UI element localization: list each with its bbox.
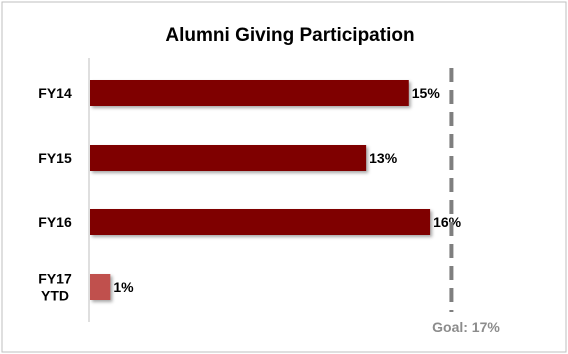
category-label-0: FY14 bbox=[38, 85, 72, 101]
data-label-1: 13% bbox=[369, 150, 398, 166]
category-label-2: FY16 bbox=[38, 214, 72, 230]
data-label-0: 15% bbox=[412, 85, 441, 101]
category-label-3-line-1: YTD bbox=[41, 288, 69, 304]
chart-title: Alumni Giving Participation bbox=[165, 25, 414, 46]
category-label-1: FY15 bbox=[38, 150, 72, 166]
bar-1 bbox=[90, 145, 367, 171]
bar-0 bbox=[90, 80, 409, 106]
data-label-3: 1% bbox=[113, 279, 134, 295]
category-label-3-line-0: FY17 bbox=[38, 271, 72, 287]
goal-label: Goal: 17% bbox=[432, 319, 500, 335]
bar-3 bbox=[90, 274, 111, 300]
data-label-2: 16% bbox=[433, 214, 462, 230]
bar-2 bbox=[90, 209, 431, 235]
